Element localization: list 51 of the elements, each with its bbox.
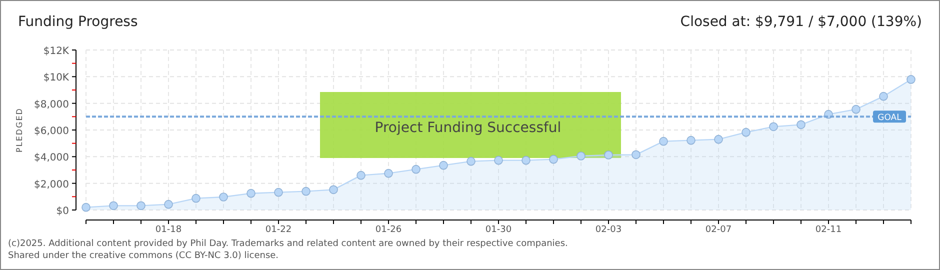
ref-line-label: GOAL: [878, 113, 902, 124]
point: [494, 156, 503, 165]
point: [439, 160, 448, 170]
y-tick-label: $6,000: [34, 126, 69, 137]
y-tick-label: $12K: [43, 46, 70, 57]
point: [329, 185, 338, 194]
x-tick-label: 01-26: [375, 225, 402, 235]
point: [576, 152, 586, 160]
point: [412, 164, 420, 174]
point: [274, 188, 283, 197]
point: [356, 170, 366, 180]
point: [549, 154, 558, 164]
chart-title: Funding Progress: [18, 14, 138, 30]
point: [384, 168, 393, 178]
point: [136, 201, 146, 210]
point: [852, 104, 860, 114]
text: Closed at: $9,791 / $7,000 (139%): [680, 14, 922, 30]
point: [164, 200, 173, 209]
x-tick-label: 02-03: [595, 225, 622, 235]
y-tick-label: $2,000: [34, 179, 69, 190]
point: [879, 92, 888, 101]
y-tick-label: $0: [56, 206, 69, 217]
point: [192, 194, 200, 203]
point: [82, 202, 90, 212]
point: [246, 188, 256, 198]
x-tick-label: 01-30: [485, 225, 512, 235]
point: [632, 150, 640, 160]
text: (c)2025. Additional content provided by Phil Day. Trademarks and related content are owned by their respective companies.: [8, 239, 568, 249]
point: [906, 75, 916, 84]
point: [659, 136, 668, 146]
point: [219, 192, 228, 202]
point: [302, 186, 310, 196]
point: [686, 136, 696, 145]
x-tick-label: 02-07: [705, 225, 732, 235]
x-tick-label: 01-18: [155, 225, 182, 235]
point: [522, 156, 530, 165]
y-axis-title: PLEDGED: [15, 108, 24, 152]
point: [769, 122, 778, 132]
y-tick-label: $8,000: [34, 99, 69, 110]
y-tick-label: $4,000: [34, 152, 69, 164]
point: [796, 120, 806, 130]
x-tick-label: 02-11: [815, 225, 842, 235]
x-tick-label: 01-22: [265, 225, 292, 235]
point: [604, 150, 613, 160]
point: [109, 201, 118, 210]
point: [714, 134, 723, 144]
point: [466, 156, 476, 166]
y-tick-label: $10K: [43, 72, 70, 84]
point: [742, 128, 750, 137]
annotation: Project Funding Successful: [374, 120, 562, 136]
text: Shared under the creative commons (CC BY-NC 3.0) license.: [8, 251, 279, 261]
